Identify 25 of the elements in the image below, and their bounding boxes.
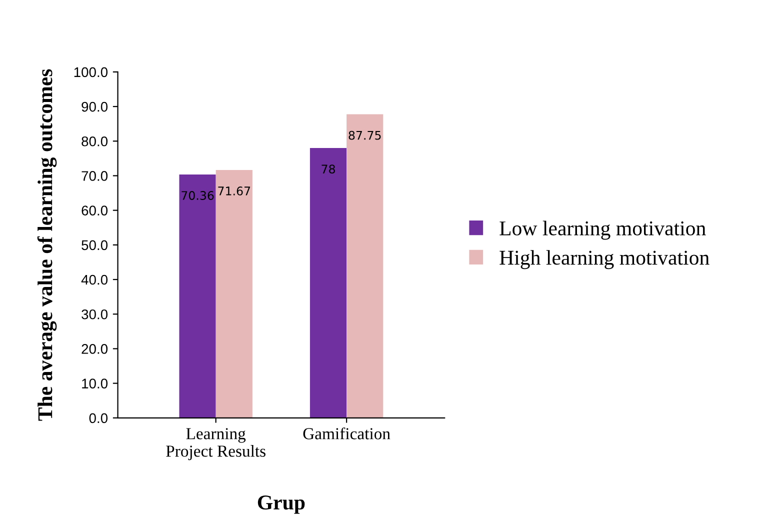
y-tick-label: 50.0 xyxy=(82,240,108,250)
y-tick-label: 70.0 xyxy=(82,171,108,181)
data-label: 70.36 xyxy=(182,191,214,200)
x-tick-label: Gamification xyxy=(303,427,390,440)
legend-label: Low learning motivation xyxy=(500,220,706,240)
y-tick-label: 20.0 xyxy=(82,344,108,354)
data-label: 71.67 xyxy=(218,186,250,196)
data-label: 87.75 xyxy=(348,130,381,140)
data-label: 78 xyxy=(322,164,335,174)
y-tick-label: 30.0 xyxy=(82,309,108,320)
y-tick-label: 40.0 xyxy=(81,274,108,285)
bar xyxy=(346,114,384,418)
y-tick-label: 90.0 xyxy=(82,102,108,112)
y-tick-label: 0.0 xyxy=(89,413,108,424)
y-tick-label: 60.0 xyxy=(82,206,108,216)
x-axis-title: Grup xyxy=(258,496,305,514)
bar xyxy=(216,170,252,418)
legend-label: High learning motivation xyxy=(500,250,710,270)
bar xyxy=(179,174,216,418)
x-tick-label: Learning Project Results xyxy=(166,428,266,460)
y-tick-label: 80.0 xyxy=(82,136,108,146)
bar xyxy=(310,148,347,418)
y-axis-title: The average value of learning outcomes xyxy=(37,69,57,421)
y-tick-label: 10.0 xyxy=(82,378,108,388)
y-tick-label: 100.0 xyxy=(74,67,108,78)
